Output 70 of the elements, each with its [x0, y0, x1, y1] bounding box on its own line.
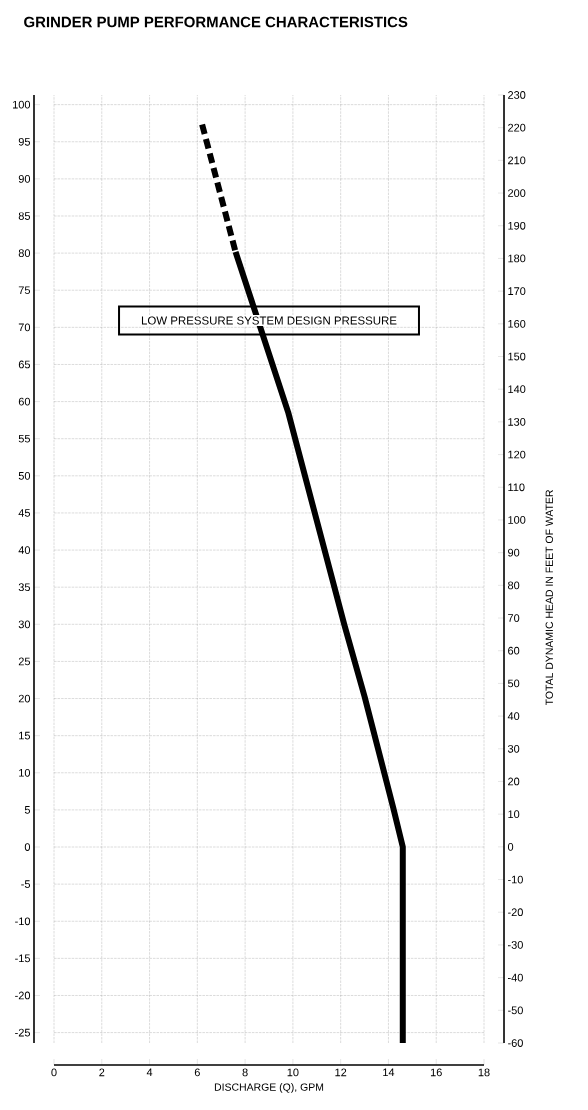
y2-tick-label: 100	[508, 516, 526, 524]
y2-tick-label: 180	[508, 254, 526, 263]
y2-tick-label: -50	[508, 1006, 523, 1015]
y2-tick-label: 20	[508, 777, 520, 786]
y-tick-label: 40	[18, 546, 31, 554]
x-tick-label: 4	[146, 1068, 153, 1077]
y-tick-label: 65	[18, 360, 31, 369]
y-tick-label: 60	[18, 397, 31, 406]
y-tick-label: 15	[19, 731, 31, 740]
y2-tick-label: 190	[508, 221, 526, 230]
y2-tick-label: 40	[507, 712, 520, 720]
y-tick-label: 100	[13, 100, 31, 109]
y2-tick-label: -60	[508, 1039, 523, 1047]
y-tick-label: 85	[18, 212, 31, 220]
y-tick-label: 55	[18, 434, 31, 443]
y-tick-label: 30	[18, 620, 31, 629]
annotation: LOW PRESSURE SYSTEM DESIGN PRESSURE	[141, 316, 397, 325]
y-tick-label: -25	[15, 1028, 31, 1037]
chart-title: GRINDER PUMP PERFORMANCE CHARACTERISTICS	[24, 16, 408, 28]
y-tick-label: 70	[18, 323, 31, 332]
y2-tick-label: 160	[508, 319, 526, 328]
x-tick-label: 8	[242, 1068, 248, 1077]
y-tick-label: 25	[18, 657, 31, 666]
y2-tick-label: 200	[508, 189, 526, 197]
y-tick-label: 95	[18, 137, 31, 146]
y2-tick-label: 90	[508, 548, 520, 557]
y2-tick-label: 60	[508, 646, 520, 655]
y-tick-label: -5	[21, 880, 31, 888]
y-tick-label: -10	[15, 917, 31, 926]
y2-tick-label: 50	[507, 679, 520, 688]
y-tick-label: 50	[18, 471, 31, 480]
y2-tick-label: 70	[508, 614, 520, 622]
x-tick-label: 14	[383, 1068, 395, 1077]
x-tick-label: 2	[99, 1068, 105, 1077]
y2-tick-label: -30	[508, 941, 523, 949]
y2-tick-label: 120	[508, 450, 526, 459]
x-tick-label: 12	[335, 1068, 347, 1077]
y2-tick-label: -10	[508, 875, 523, 884]
x-tick-label: 0	[51, 1068, 57, 1077]
x-tick-label: 6	[194, 1068, 200, 1077]
y2-tick-label: 30	[507, 744, 520, 753]
y-tick-label: 45	[18, 509, 31, 517]
x-tick-label: 10	[287, 1068, 299, 1077]
y2-tick-label: 220	[508, 123, 526, 132]
y2-tick-label: 170	[508, 287, 526, 296]
y-tick-label: 90	[18, 175, 31, 183]
y2-tick-label: 210	[508, 156, 526, 165]
y-tick-label: 75	[18, 286, 31, 295]
x-axis-title: DISCHARGE (Q), GPM	[214, 1083, 324, 1093]
y-tick-label: 0	[24, 843, 31, 851]
x-tick-label: 16	[430, 1068, 442, 1077]
y2-tick-label: 230	[508, 91, 526, 99]
y2-tick-label: 140	[508, 385, 526, 394]
y2-tick-label: 80	[507, 581, 520, 590]
y-tick-label: 35	[18, 583, 31, 592]
y2-tick-label: -20	[508, 908, 523, 917]
y-tick-label: 80	[18, 249, 31, 257]
y2-tick-label: 150	[508, 352, 526, 361]
y-tick-label: 10	[19, 768, 31, 777]
y2-tick-label: -40	[508, 973, 523, 982]
y-tick-label: 20	[18, 694, 31, 703]
y2-tick-label: 130	[508, 418, 526, 426]
y2-axis-title: TOTAL DYNAMIC HEAD IN FEET OF WATER	[545, 490, 553, 706]
y-tick-label: -20	[15, 991, 31, 1000]
y-tick-label: 5	[24, 806, 31, 814]
y2-tick-label: 10	[508, 810, 520, 819]
x-tick-label: 18	[478, 1068, 490, 1077]
y2-tick-label: 0	[507, 842, 514, 851]
y-tick-label: -15	[15, 954, 31, 963]
y2-tick-label: 110	[508, 483, 525, 492]
